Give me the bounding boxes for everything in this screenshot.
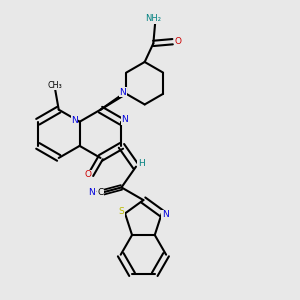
Text: O: O xyxy=(84,170,92,179)
Text: N: N xyxy=(121,116,128,124)
Text: NH₂: NH₂ xyxy=(146,14,162,23)
Text: H: H xyxy=(138,159,145,168)
Text: S: S xyxy=(118,208,124,217)
Text: C: C xyxy=(98,188,103,197)
Text: N: N xyxy=(71,116,78,125)
Text: CH₃: CH₃ xyxy=(48,81,62,90)
Text: N: N xyxy=(88,188,95,197)
Text: N: N xyxy=(162,210,169,219)
Text: O: O xyxy=(174,37,181,46)
Text: N: N xyxy=(119,88,126,97)
